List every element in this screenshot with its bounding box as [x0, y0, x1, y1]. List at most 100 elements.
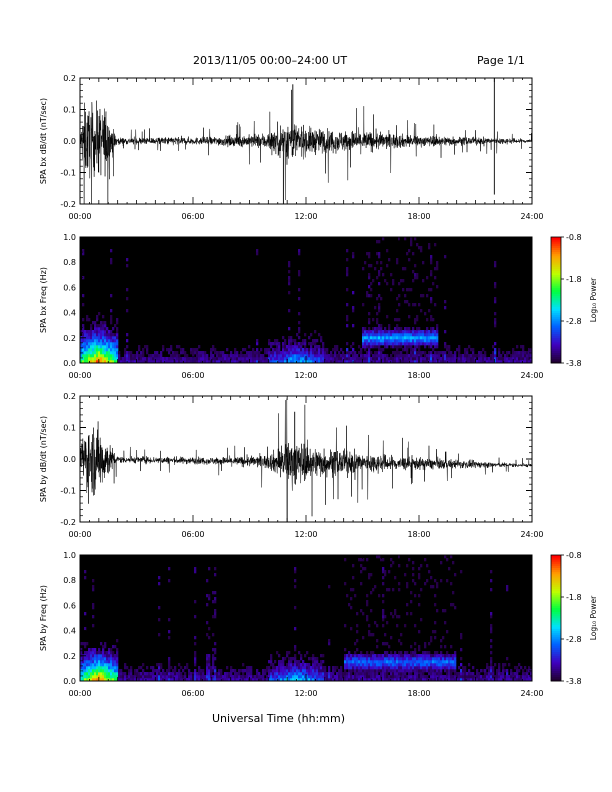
spectrogram-cell [332, 354, 335, 358]
spectrogram-cell [262, 357, 265, 361]
spectrogram-cell [418, 354, 421, 358]
spectrogram-cell [98, 342, 101, 346]
spectrogram-cell [362, 303, 365, 307]
spectrogram-cell [464, 348, 467, 352]
spectrogram-cell [186, 354, 189, 358]
spectrogram-cell [80, 666, 83, 670]
spectrogram-cell [196, 351, 199, 355]
spectrogram-cell [106, 348, 109, 352]
spectrogram-cell [146, 357, 149, 361]
spectrogram-cell [398, 333, 401, 337]
spectrogram-cell [108, 672, 111, 676]
colorbar-band [551, 630, 561, 634]
spectrogram-cell [110, 678, 113, 682]
spectrogram-cell [146, 360, 149, 364]
spectrogram-cell [348, 657, 351, 661]
y-tick-label: 0.8 [63, 258, 76, 267]
spectrogram-cell [364, 663, 367, 667]
spectrogram-cell [350, 597, 353, 601]
spectrogram-cell [108, 333, 111, 337]
spectrogram-cell [80, 651, 83, 655]
spectrogram-cell [124, 354, 127, 358]
spectrogram-cell [114, 669, 117, 673]
spectrogram-cell [346, 678, 349, 682]
spectrogram-cell [350, 666, 353, 670]
spectrogram-cell [412, 579, 415, 583]
spectrogram-cell [194, 663, 197, 667]
spectrogram-cell [388, 678, 391, 682]
spectrogram-cell [406, 678, 409, 682]
spectrogram-cell [300, 663, 303, 667]
spectrogram-cell [80, 678, 83, 682]
spectrogram-cell [378, 660, 381, 664]
spectrogram-cell [296, 360, 299, 364]
spectrogram-cell [316, 675, 319, 679]
spectrogram-cell [290, 666, 293, 670]
spectrogram-cell [80, 675, 83, 679]
spectrogram-cell [418, 672, 421, 676]
spectrogram-cell [80, 357, 83, 361]
spectrogram-cell [406, 654, 409, 658]
spectrogram-cell [330, 360, 333, 364]
spectrogram-cell [140, 675, 143, 679]
spectrogram-cell [84, 627, 87, 631]
spectrogram-cell [208, 657, 211, 661]
spectrogram-cell [424, 642, 427, 646]
spectrogram-cell [246, 351, 249, 355]
spectrogram-cell [348, 651, 351, 655]
spectrogram-cell [490, 627, 493, 631]
spectrogram-cell [108, 648, 111, 652]
spectrogram-cell [318, 666, 321, 670]
spectrogram-cell [368, 360, 371, 364]
spectrogram-cell [460, 669, 463, 673]
x-tick-label: 06:00 [181, 530, 204, 539]
spectrogram-cell [406, 354, 409, 358]
spectrogram-cell [376, 330, 379, 334]
spectrogram-cell [412, 330, 415, 334]
spectrogram-cell [384, 357, 387, 361]
spectrogram-cell [382, 342, 385, 346]
spectrogram-cell [416, 243, 419, 247]
spectrogram-cell [400, 360, 403, 364]
spectrogram-cell [360, 609, 363, 613]
spectrogram-cell [304, 339, 307, 343]
spectrogram-cell [382, 237, 385, 241]
spectrogram-cell [170, 666, 173, 670]
spectrogram-cell [100, 357, 103, 361]
spectrogram-cell [420, 333, 423, 337]
spectrogram-cell [212, 360, 215, 364]
spectrogram-cell [402, 288, 405, 292]
spectrogram-cell [530, 354, 533, 358]
spectrogram-cell [262, 360, 265, 364]
spectrogram-cell [178, 669, 181, 673]
spectrogram-cell [300, 345, 303, 349]
spectrogram-cell [384, 327, 387, 331]
spectrogram-cell [486, 666, 489, 670]
spectrogram-cell [354, 351, 357, 355]
spectrogram-cell [178, 663, 181, 667]
spectrogram-cell [446, 630, 449, 634]
spectrogram-cell [358, 360, 361, 364]
spectrogram-cell [288, 663, 291, 667]
spectrogram-cell [528, 348, 531, 352]
spectrogram-cell [416, 339, 419, 343]
spectrogram-cell [96, 654, 99, 658]
spectrogram-cell [400, 654, 403, 658]
spectrogram-cell [514, 357, 517, 361]
spectrogram-cell [298, 249, 301, 253]
spectrogram-cell [410, 663, 413, 667]
spectrogram-cell [400, 345, 403, 349]
spectrogram-cell [134, 675, 137, 679]
spectrogram-cell [358, 660, 361, 664]
spectrogram-cell [522, 678, 525, 682]
spectrogram-cell [320, 339, 323, 343]
spectrogram-cell [358, 558, 361, 562]
spectrogram-cell [402, 267, 405, 271]
spectrogram-cell [298, 360, 301, 364]
spectrogram-cell [444, 555, 447, 559]
spectrogram-cell [420, 654, 423, 658]
spectrogram-cell [254, 357, 257, 361]
spectrogram-cell [370, 342, 373, 346]
spectrogram-cell [86, 342, 89, 346]
spectrogram-cell [84, 612, 87, 616]
